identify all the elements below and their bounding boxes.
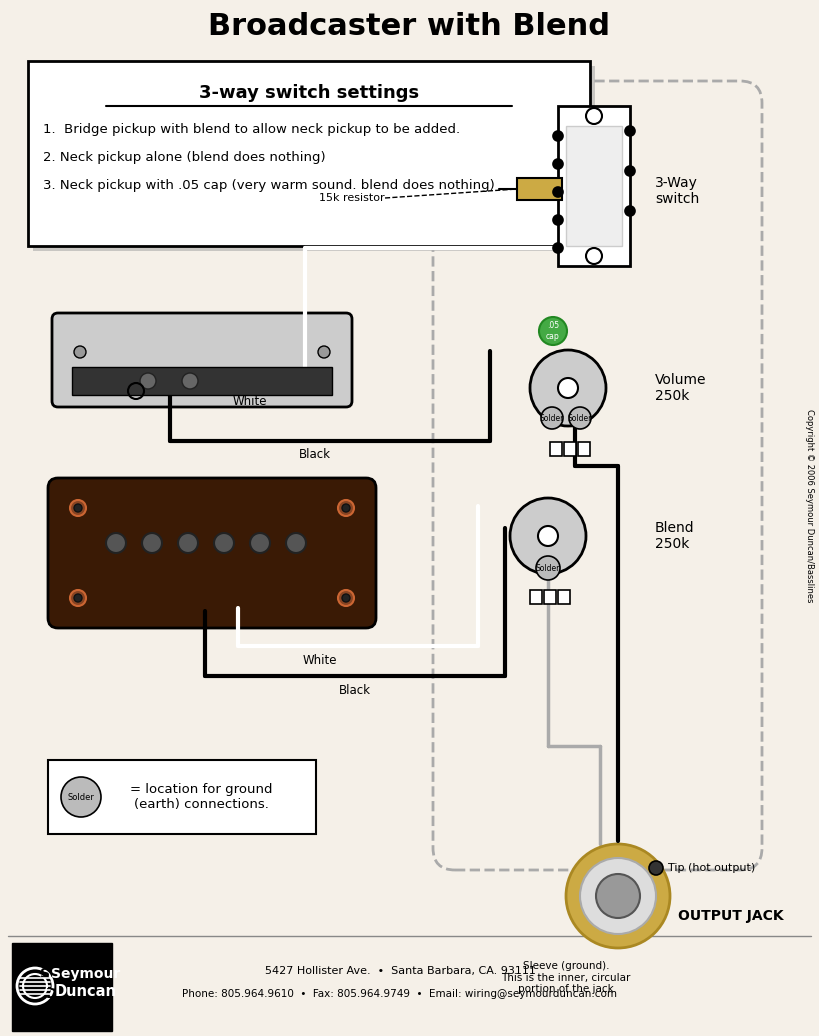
Circle shape <box>140 373 156 388</box>
Circle shape <box>558 378 578 398</box>
Circle shape <box>23 974 47 998</box>
Circle shape <box>74 346 86 358</box>
Circle shape <box>61 777 101 817</box>
Text: Seymour: Seymour <box>52 967 120 981</box>
Text: 2. Neck pickup alone (blend does nothing): 2. Neck pickup alone (blend does nothing… <box>43 150 326 164</box>
Bar <box>558 106 630 266</box>
Circle shape <box>569 407 591 429</box>
Bar <box>33 66 595 251</box>
Circle shape <box>566 844 670 948</box>
Bar <box>544 589 556 604</box>
Text: White: White <box>233 395 267 408</box>
Text: Sleeve (ground).
This is the inner, circular
portion of the jack: Sleeve (ground). This is the inner, circ… <box>501 961 631 995</box>
Bar <box>530 589 542 604</box>
Circle shape <box>553 243 563 253</box>
Circle shape <box>338 589 354 606</box>
Bar <box>550 442 562 456</box>
Bar <box>72 367 332 395</box>
Text: Copyright © 2006 Seymour Duncan/Basslines: Copyright © 2006 Seymour Duncan/Bassline… <box>806 409 815 603</box>
Text: Solder: Solder <box>536 564 560 573</box>
Circle shape <box>17 968 53 1004</box>
Text: Duncan: Duncan <box>55 983 117 999</box>
Text: Seymour: Seymour <box>40 967 110 981</box>
Text: 3-Way
switch: 3-Way switch <box>655 176 699 206</box>
Circle shape <box>286 533 306 553</box>
Circle shape <box>530 350 606 426</box>
Text: 3. Neck pickup with .05 cap (very warm sound. blend does nothing): 3. Neck pickup with .05 cap (very warm s… <box>43 178 495 192</box>
Text: Solder: Solder <box>540 413 564 423</box>
Bar <box>58 944 113 1004</box>
Circle shape <box>74 594 82 602</box>
Circle shape <box>541 407 563 429</box>
Circle shape <box>553 188 563 197</box>
Circle shape <box>625 206 635 215</box>
Bar <box>578 442 590 456</box>
Text: Phone: 805.964.9610  •  Fax: 805.964.9749  •  Email: wiring@seymourduncan.com: Phone: 805.964.9610 • Fax: 805.964.9749 … <box>183 989 618 999</box>
Circle shape <box>553 215 563 225</box>
Bar <box>48 760 316 834</box>
Circle shape <box>586 108 602 124</box>
Circle shape <box>250 533 270 553</box>
Bar <box>558 589 570 604</box>
Text: 5427 Hollister Ave.  •  Santa Barbara, CA. 93111: 5427 Hollister Ave. • Santa Barbara, CA.… <box>265 966 536 976</box>
Text: .05
cap: .05 cap <box>546 321 560 341</box>
Text: Broadcaster with Blend: Broadcaster with Blend <box>208 11 610 40</box>
Circle shape <box>338 500 354 516</box>
Text: 1.  Bridge pickup with blend to allow neck pickup to be added.: 1. Bridge pickup with blend to allow nec… <box>43 122 460 136</box>
Text: Duncan: Duncan <box>46 987 105 1001</box>
Bar <box>517 178 562 200</box>
Circle shape <box>318 346 330 358</box>
Text: OUTPUT JACK: OUTPUT JACK <box>678 909 784 923</box>
Circle shape <box>649 861 663 875</box>
Circle shape <box>70 589 86 606</box>
Circle shape <box>596 874 640 918</box>
Text: Black: Black <box>339 684 371 697</box>
Circle shape <box>178 533 198 553</box>
Bar <box>566 126 622 246</box>
Circle shape <box>580 858 656 934</box>
Circle shape <box>625 166 635 176</box>
Circle shape <box>510 498 586 574</box>
Text: White: White <box>303 654 337 667</box>
Circle shape <box>538 526 558 546</box>
Circle shape <box>553 159 563 169</box>
Text: = location for ground
(earth) connections.: = location for ground (earth) connection… <box>129 783 272 811</box>
Bar <box>564 442 576 456</box>
Bar <box>28 61 590 246</box>
Text: Tip (hot output): Tip (hot output) <box>668 863 755 873</box>
Circle shape <box>342 594 350 602</box>
FancyBboxPatch shape <box>52 313 352 407</box>
Text: 3-way switch settings: 3-way switch settings <box>199 84 419 102</box>
Circle shape <box>342 503 350 512</box>
Circle shape <box>553 131 563 141</box>
Circle shape <box>625 126 635 136</box>
Circle shape <box>70 500 86 516</box>
Text: Black: Black <box>299 448 331 461</box>
Text: Solder: Solder <box>568 413 592 423</box>
Text: Solder: Solder <box>67 793 94 802</box>
Text: 15k resistor: 15k resistor <box>319 193 385 203</box>
FancyBboxPatch shape <box>48 478 376 628</box>
Circle shape <box>536 556 560 580</box>
Circle shape <box>586 248 602 264</box>
Circle shape <box>182 373 198 388</box>
Text: Volume
250k: Volume 250k <box>655 373 707 403</box>
Circle shape <box>106 533 126 553</box>
Text: Blend
250k: Blend 250k <box>655 521 695 551</box>
Bar <box>12 943 112 1031</box>
Circle shape <box>142 533 162 553</box>
Circle shape <box>539 317 567 345</box>
Circle shape <box>74 503 82 512</box>
Circle shape <box>214 533 234 553</box>
